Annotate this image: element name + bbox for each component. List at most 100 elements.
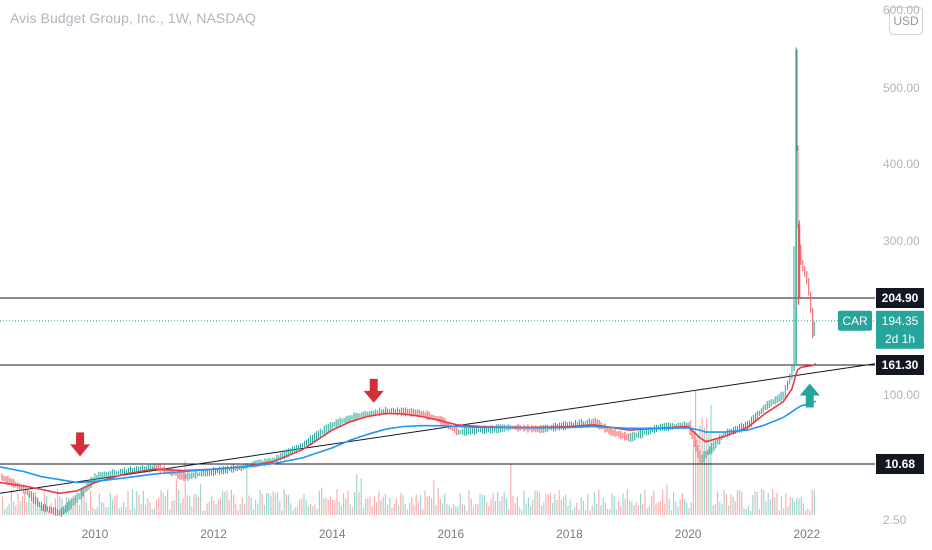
volume-bar [318,491,320,515]
arrow-down-icon [363,378,384,403]
volume-bar [156,499,158,515]
volume-bar [411,497,413,515]
volume-bar [697,433,699,515]
volume-bar [448,504,450,515]
volume-bar [147,498,149,515]
y-tick-label: 400.00 [883,157,920,171]
volume-bar [692,445,694,515]
volume-bar [567,505,569,515]
volume-bar [362,507,364,515]
volume-bar [681,493,683,515]
volume-bar [39,504,41,515]
volume-bar [294,507,296,515]
volume-bar [541,505,543,515]
y-tick-label: 600.00 [883,3,920,17]
volume-bar [435,504,437,515]
volume-bar [46,495,48,515]
volume-bar [382,496,384,515]
volume-bar [48,510,50,515]
volume-bar [32,497,34,515]
volume-bar [420,494,422,515]
volume-bar [182,498,184,515]
volume-bar [336,489,338,515]
y-tick-label: 500.00 [883,81,920,95]
volume-bar [756,491,758,515]
volume-bar [712,505,714,515]
volume-bar [761,489,763,515]
volume-bar [508,508,510,515]
volume-bar [706,418,708,515]
volume-bar [303,494,305,515]
volume-bar [446,504,448,515]
volume-bar [521,510,523,515]
volume-bar [585,510,587,515]
volume-bar [745,508,747,515]
volume-bar [655,503,657,515]
volume-bar [664,503,666,515]
volume-bar [354,491,356,515]
volume-bar [145,504,147,515]
volume-bar [138,494,140,515]
volume-bar [596,503,598,515]
volume-bar [675,501,677,515]
volume-bar [431,498,433,515]
volume-bar [428,496,430,515]
volume-bar [457,506,459,515]
volume-bar [750,510,752,515]
volume-bar [167,489,169,515]
volume-bar [41,506,43,515]
volume-bar [235,504,237,515]
volume-bar [208,501,210,515]
volume-bar [549,492,551,515]
volume-bar [120,506,122,515]
volume-bar [164,495,166,515]
volume-bar [94,509,96,515]
volume-bar [329,496,331,515]
volume-bar [646,508,648,515]
volume-bar [197,496,199,515]
volume-bar [184,460,186,515]
volume-bar [580,497,582,515]
volume-bar [237,510,239,515]
volume-bar [193,494,195,515]
volume-bar [747,505,749,515]
volume-bar [217,499,219,515]
volume-bar [752,494,754,515]
volume-bar [640,493,642,515]
volume-bar [684,498,686,515]
volume-bar [204,510,206,515]
volume-bar [637,505,639,515]
currency-button[interactable]: USD [889,7,923,35]
volume-bar [794,501,796,515]
volume-bar [543,502,545,515]
volume-bar [602,497,604,515]
volume-bar [349,503,351,515]
volume-bar [314,503,316,515]
volume-bar [695,390,697,515]
volume-bar [268,493,270,515]
volume-bar [299,499,301,515]
volume-bar [123,502,125,515]
volume-bar [230,489,232,515]
volume-bar [417,501,419,515]
volume-bar [169,509,171,515]
volume-bar [459,493,461,515]
volume-bar [398,505,400,515]
volume-bar [261,493,263,515]
trendline[interactable] [0,363,876,494]
volume-bar [576,502,578,515]
volume-bar [206,503,208,515]
volume-bar [101,502,103,515]
volume-bar [780,496,782,515]
volume-bar [783,508,785,515]
volume-bar [629,500,631,515]
volume-bar [358,492,360,515]
volume-bar [514,503,516,515]
volume-bar [453,504,455,515]
volume-bar [677,507,679,515]
volume-bar [556,499,558,515]
volume-bar [266,493,268,515]
volume-bar [503,491,505,515]
volume-bar [404,503,406,515]
